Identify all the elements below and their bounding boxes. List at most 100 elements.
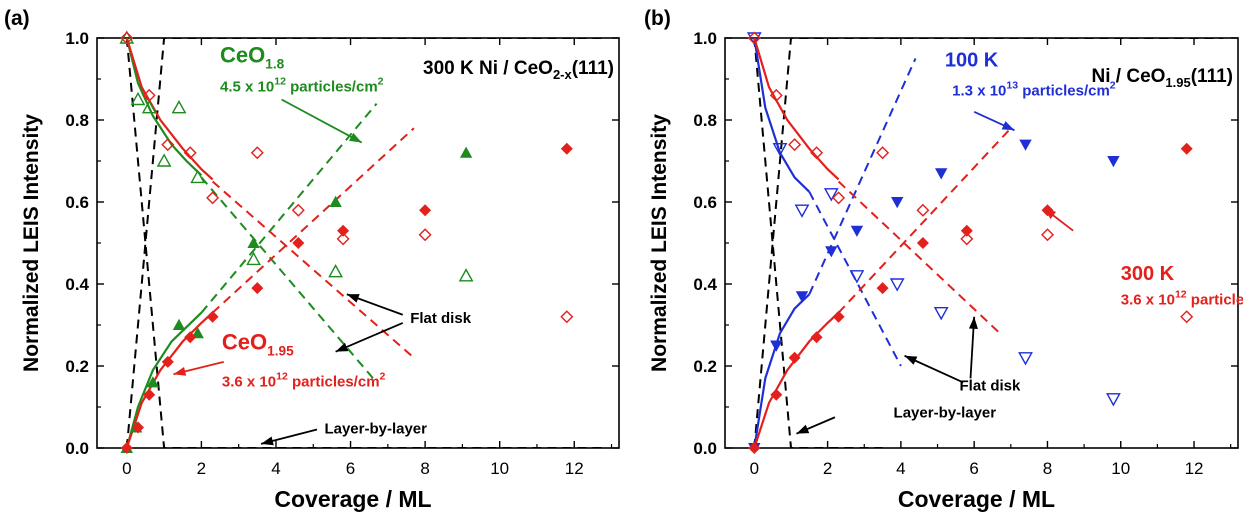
fit-curve: [753, 293, 811, 448]
panel-label: (b): [644, 7, 671, 30]
annotation-arrow-head: [335, 342, 349, 352]
data-point: [960, 224, 973, 237]
data-point: [247, 236, 260, 248]
annotation-arrow-shaft: [335, 322, 404, 353]
data-point: [933, 307, 949, 321]
data-point: [206, 191, 220, 205]
x-tick-label: 2: [197, 459, 206, 478]
data-point: [130, 91, 146, 106]
data-point: [891, 197, 904, 209]
chart-title-main: Ni / CeO: [1092, 66, 1166, 87]
dashed-model-line: [808, 58, 917, 295]
annotation-label: Layer-by-layer: [894, 404, 997, 421]
data-point: [916, 203, 930, 217]
x-tick-label: 0: [750, 459, 759, 478]
annotation-text: 3.6 x 10: [1121, 292, 1175, 309]
data-point: [772, 142, 788, 157]
annotation-label: 4.5 x 1012 particles/cm2: [220, 75, 384, 95]
panel-label: (a): [4, 7, 30, 30]
annotation-label: 3.6 x 1012 particles/cm2: [1121, 289, 1243, 309]
annotation-arrow-head: [904, 355, 918, 365]
fit-curve: [125, 311, 214, 448]
data-point: [337, 224, 350, 237]
data-point: [832, 191, 846, 205]
annotation-arrow-head: [173, 366, 187, 376]
annotation-subscript: 1.8: [265, 57, 284, 72]
annotation-superscript: 13: [1006, 79, 1018, 91]
annotation-arrow-head: [1043, 208, 1057, 220]
chart-title: Ni / CeO1.95(111): [1092, 66, 1233, 90]
annotation-text: 1.3 x 10: [952, 82, 1006, 99]
y-tick-label: 0.4: [65, 275, 89, 294]
data-point: [1106, 393, 1121, 407]
data-point: [825, 246, 838, 258]
y-tick-label: 0.2: [693, 357, 717, 376]
x-tick-label: 10: [490, 459, 509, 478]
annotation-superscript: 2: [1110, 79, 1116, 91]
y-ticks: 0.0 0.2 0.4 0.6 0.8 1.0: [65, 29, 619, 458]
data-point: [1107, 156, 1120, 168]
data-point: [935, 168, 948, 180]
y-tick-label: 0.2: [65, 357, 89, 376]
annotation-text: CeO: [220, 43, 265, 68]
panel-a: 0 2 4 6 8 10 12 0.0 0.2 0.4 0.6 0.8 1.0 Coverage / ML…: [4, 7, 620, 512]
data-point: [292, 237, 305, 249]
x-ticks: 0 2 4 6 8 10 12: [122, 38, 613, 478]
data-point: [419, 204, 432, 217]
annotation-arrow-head: [349, 132, 362, 143]
data-point: [206, 310, 219, 323]
annotation-superscript: 12: [1175, 289, 1187, 301]
data-point: [418, 228, 432, 242]
data-point: [769, 88, 783, 102]
data-point: [876, 282, 889, 295]
dashed-model-line: [837, 127, 1012, 314]
x-tick-label: 8: [420, 459, 429, 478]
dashed-model-line: [125, 38, 605, 448]
annotation-label: CeO1.95: [222, 330, 294, 359]
data-point: [1019, 139, 1032, 151]
fit-curve: [125, 38, 214, 181]
annotation-text: 4.5 x 10: [220, 78, 274, 95]
dashed-model-line: [837, 180, 1001, 334]
dashed-model-line: [211, 127, 415, 314]
fit-curve: [753, 38, 811, 193]
chart-title-suffix: (111): [572, 58, 614, 79]
data-series: [746, 32, 1121, 407]
y-tick-label: 0.8: [65, 111, 89, 130]
annotation-text: particles/cm: [1018, 82, 1110, 99]
data-point: [191, 327, 204, 339]
x-axis-label: Coverage / ML: [898, 486, 1055, 512]
annotation-arrow-head: [1001, 121, 1015, 131]
chart-title-subscript: 1.95: [1165, 75, 1190, 90]
annotation-label: 100 K: [945, 50, 999, 72]
x-tick-label: 12: [565, 459, 584, 478]
annotation-label: 300 K: [1121, 263, 1175, 285]
dashed-model-line: [753, 38, 883, 448]
data-point: [1041, 228, 1054, 242]
data-point: [794, 204, 810, 218]
dashed-model-line: [200, 102, 378, 314]
data-point: [876, 146, 890, 160]
data-point: [184, 331, 197, 344]
data-point: [788, 351, 801, 364]
dashed-model-line: [125, 38, 605, 448]
data-point: [560, 310, 574, 324]
data-point: [832, 310, 845, 323]
annotation-label: Flat disk: [410, 310, 472, 327]
data-point: [1018, 352, 1033, 366]
data-point: [143, 388, 156, 401]
data-series: [119, 30, 474, 282]
data-point: [788, 138, 802, 152]
annotation-superscript: 2: [380, 371, 386, 383]
chart-title-main: 300 K Ni / CeO: [423, 58, 553, 79]
fit-curve: [125, 311, 203, 448]
data-point: [823, 188, 839, 202]
x-tick-label: 6: [346, 459, 355, 478]
annotation-label: 1.3 x 1013 particles/cm2: [952, 79, 1116, 99]
y-tick-label: 0.0: [693, 439, 717, 458]
data-point: [747, 31, 761, 45]
data-point: [250, 146, 264, 160]
annotation-text: CeO: [222, 330, 267, 355]
y-axis-label: Normalized LEIS Intensity: [648, 114, 671, 372]
